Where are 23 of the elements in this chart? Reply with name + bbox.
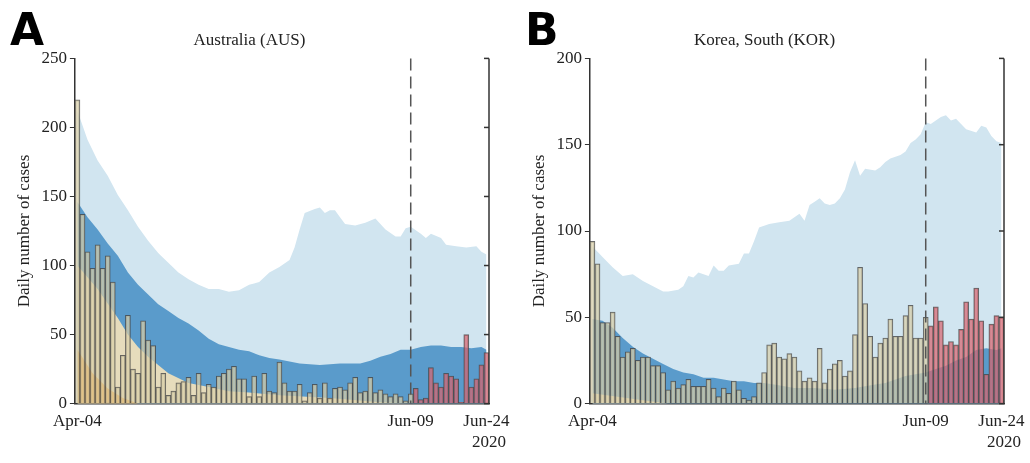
- x-tick-label: Jun-24: [463, 411, 511, 431]
- y-tick-label: 100: [556, 220, 582, 240]
- y-tick-label: 0: [573, 393, 582, 413]
- chart-title: Australia (AUS): [193, 29, 306, 49]
- text: 2020: [987, 431, 1021, 451]
- x-tick-label: Jun-09: [387, 411, 434, 431]
- y-tick-label: 150: [41, 185, 67, 205]
- y-tick-label: 200: [41, 116, 67, 136]
- x-tick-label: Jun-09: [902, 411, 949, 431]
- y-tick-label: 200: [556, 47, 582, 67]
- y-axis-title: Daily number of cases: [13, 154, 33, 308]
- y-tick-label: 50: [49, 324, 67, 344]
- chart-title: Korea, South (KOR): [693, 29, 836, 49]
- x-tick-label: Apr-04: [53, 411, 103, 431]
- x-tick-label: Apr-04: [568, 411, 618, 431]
- y-tick-label: 250: [41, 47, 67, 67]
- y-tick-label: 50: [564, 306, 582, 326]
- y-tick-label: 100: [41, 254, 67, 274]
- y-tick-label: 150: [556, 134, 582, 154]
- y-tick-label: 0: [58, 393, 67, 413]
- y-axis-title: Daily number of cases: [528, 154, 548, 308]
- x-tick-label: Jun-24: [978, 411, 1026, 431]
- text: 2020: [472, 431, 506, 451]
